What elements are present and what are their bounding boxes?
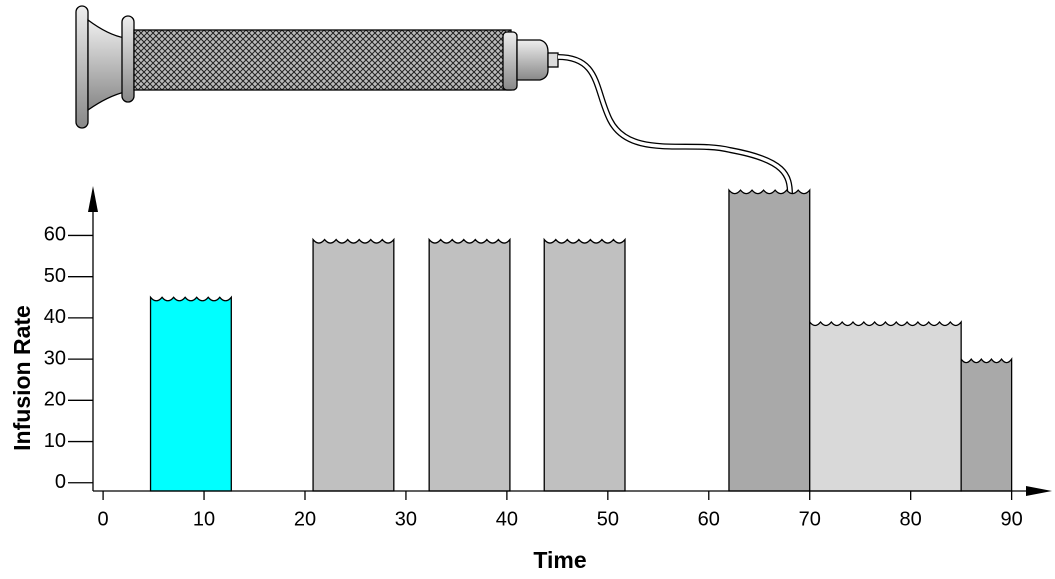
- bar: [809, 320, 962, 492]
- x-tick-label: 10: [193, 508, 215, 530]
- y-tick-label: 40: [44, 306, 66, 328]
- y-axis-title: Infusion Rate: [9, 305, 35, 451]
- x-tick-label: 0: [98, 508, 109, 530]
- y-tick-label: 30: [44, 347, 66, 369]
- y-tick-label: 0: [55, 471, 66, 493]
- x-tick-label: 70: [799, 508, 821, 530]
- bar: [428, 237, 511, 492]
- syringe: [75, 5, 793, 196]
- y-tick-label: 20: [44, 389, 66, 411]
- bar: [149, 295, 232, 492]
- x-tick-label: 50: [597, 508, 619, 530]
- bar: [543, 237, 626, 492]
- bar: [728, 188, 811, 492]
- x-tick-label: 40: [496, 508, 518, 530]
- bar: [960, 357, 1013, 492]
- x-tick-label: 80: [900, 508, 922, 530]
- y-tick-label: 50: [44, 265, 66, 287]
- x-tick-label: 20: [294, 508, 316, 530]
- y-tick-label: 10: [44, 430, 66, 452]
- bar: [312, 237, 395, 492]
- x-axis-arrow: [1026, 486, 1052, 496]
- x-tick-label: 30: [395, 508, 417, 530]
- y-axis-arrow: [88, 186, 98, 212]
- x-tick-label: 90: [1000, 508, 1022, 530]
- y-tick-label: 60: [44, 224, 66, 246]
- x-axis-title: Time: [533, 547, 586, 573]
- x-tick-label: 60: [698, 508, 720, 530]
